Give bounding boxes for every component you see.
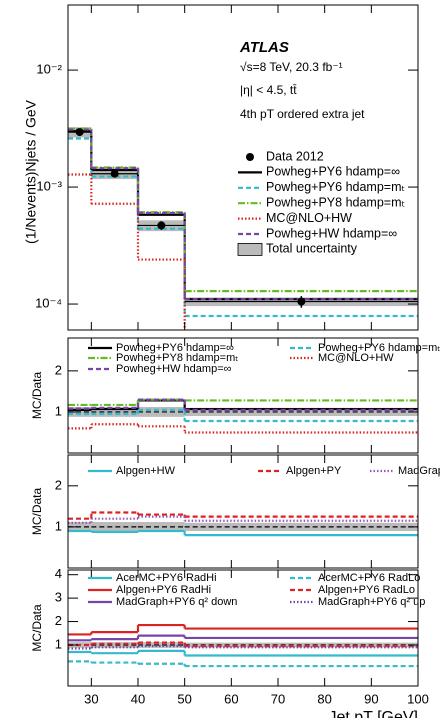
uncertainty-band	[91, 407, 138, 417]
y-tick-label: 10⁻³	[36, 179, 62, 194]
legend-label: Alpgen+PY6 RadLo	[318, 584, 415, 596]
legend-symbol	[237, 242, 263, 256]
legend-label: Powheg+HW hdamp=∞	[266, 226, 397, 240]
y-tick-label: 2	[55, 613, 62, 628]
legend-label: MadGraph+PY6 q² down	[116, 596, 237, 608]
plot-area	[68, 398, 418, 434]
y-tick-label: 1	[55, 636, 62, 651]
y-tick-label: 10⁻⁴	[35, 295, 62, 310]
legend-label: MadGraph+PY6 q² up	[318, 596, 425, 608]
data-point	[75, 128, 84, 137]
x-tick-label: 30	[84, 691, 98, 706]
uncertainty-band	[138, 642, 185, 648]
legend-label: AcerMC+PY6 RadLo	[318, 572, 420, 584]
legend-label: Data 2012	[266, 149, 324, 163]
x-tick-label: 70	[271, 691, 285, 706]
x-tick-label: 80	[317, 691, 331, 706]
uncertainty-band	[91, 521, 138, 532]
legend-label: Powheg+PY8 hdamp=mₜ	[116, 352, 239, 364]
y-tick-label: 1	[55, 518, 62, 533]
legend-label: Powheg+PY6 hdamp=∞	[116, 342, 234, 354]
uncertainty-band	[91, 642, 138, 648]
annotation: 4th pT ordered extra jet	[240, 107, 365, 121]
legend-label: Total uncertainty	[266, 242, 358, 256]
legend-label: Powheg+PY6 hdamp=mₜ	[266, 180, 405, 194]
plot-area	[68, 623, 418, 668]
legend-symbol	[246, 153, 254, 161]
legend-label: MC@NLO+HW	[318, 352, 394, 364]
x-tick-label: 60	[224, 691, 238, 706]
y-axis-label: MC/Data	[30, 372, 44, 420]
y-tick-label: 4	[55, 566, 62, 581]
x-tick-label: 50	[177, 691, 191, 706]
x-tick-label: 100	[407, 691, 429, 706]
frame	[67, 4, 419, 331]
data-point	[157, 221, 166, 230]
legend-label: Powheg+HW hdamp=∞	[116, 363, 231, 375]
legend-label: MadGraph+PY	[398, 465, 440, 477]
legend-label: Alpgen+PY	[286, 465, 342, 477]
annotation: ATLAS	[239, 39, 289, 56]
annotation: √s=8 TeV, 20.3 fb⁻¹	[240, 60, 343, 74]
frame	[67, 337, 419, 454]
data-point	[297, 297, 306, 306]
y-tick-label: 2	[55, 362, 62, 377]
annotation: |η| < 4.5, tt̄	[240, 83, 297, 97]
y-axis-label: (1/Nevents)Njets / GeV	[23, 99, 39, 244]
y-tick-label: 1	[55, 403, 62, 418]
x-axis-label: Jet pT [GeV]	[328, 709, 418, 718]
legend-label: MC@NLO+HW	[266, 211, 352, 225]
x-tick-label: 40	[131, 691, 145, 706]
y-tick-label: 2	[55, 477, 62, 492]
plot-area	[68, 127, 418, 330]
y-axis-label: MC/Data	[30, 488, 44, 536]
y-axis-label: MC/Data	[30, 604, 44, 652]
y-tick-label: 3	[55, 590, 62, 605]
legend-label: AcerMC+PY6 RadHi	[116, 572, 217, 584]
uncertainty-band	[138, 521, 185, 532]
frame	[67, 569, 419, 687]
x-tick-label: 90	[364, 691, 378, 706]
uncertainty-band	[138, 407, 185, 417]
legend-label: Alpgen+PY6 RadHi	[116, 584, 211, 596]
frame	[67, 454, 419, 569]
plot-area	[68, 511, 418, 537]
legend-label: Powheg+PY6 hdamp=mₜ	[318, 342, 440, 354]
legend-label: Powheg+PY6 hdamp=∞	[266, 165, 400, 179]
legend-label: Alpgen+HW	[116, 465, 176, 477]
data-point	[110, 169, 119, 178]
legend-label: Powheg+PY8 hdamp=mₜ	[266, 195, 405, 209]
y-tick-label: 10⁻²	[36, 62, 62, 77]
